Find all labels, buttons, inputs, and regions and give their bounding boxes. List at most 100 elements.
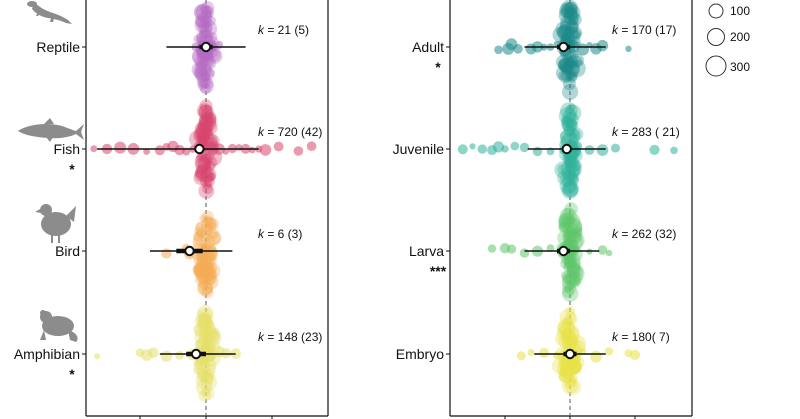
group-juvenile: Juvenile k = 283 ( 21) <box>393 102 680 199</box>
density-point <box>565 155 579 169</box>
density-point <box>564 256 577 269</box>
density-point <box>205 112 217 124</box>
density-point <box>207 230 222 245</box>
density-point <box>565 306 576 316</box>
density-point <box>563 124 576 137</box>
density-point <box>566 69 578 82</box>
density-point <box>204 363 216 375</box>
density-point <box>560 258 571 269</box>
category-label: Amphibian <box>14 346 80 362</box>
density-point <box>206 217 219 231</box>
density-point <box>564 157 581 174</box>
density-point <box>199 10 213 24</box>
legend-circle-300 <box>705 55 727 77</box>
density-point <box>200 29 214 43</box>
density-point <box>566 58 579 71</box>
density-point <box>202 215 213 225</box>
effect-size-point <box>293 146 304 156</box>
density-point <box>560 4 575 19</box>
density-point <box>562 231 576 245</box>
density-point <box>572 356 585 369</box>
effect-size-point <box>174 144 185 156</box>
density-point <box>194 328 212 346</box>
density-point <box>563 32 575 44</box>
k-label: k = 720 (42) <box>258 125 322 139</box>
density-point <box>560 366 573 378</box>
density-point <box>570 265 584 278</box>
density-point <box>201 164 213 175</box>
density-point <box>565 71 578 83</box>
density-point <box>200 151 212 163</box>
density-point <box>564 270 580 286</box>
density-point <box>564 312 578 326</box>
density-point <box>565 104 575 115</box>
density-point <box>206 172 215 181</box>
density-point <box>206 320 215 329</box>
density-point <box>568 275 581 288</box>
density-point <box>566 20 579 33</box>
density-point <box>571 29 582 40</box>
density-point <box>199 174 213 188</box>
density-point <box>196 254 212 270</box>
effect-size-point <box>596 39 609 52</box>
density-point <box>557 169 574 186</box>
group-adult: Adult * k = 170 (17) <box>412 0 676 100</box>
density-point <box>204 24 213 33</box>
density-point <box>554 161 572 179</box>
density-point <box>560 160 577 177</box>
density-point <box>564 119 574 129</box>
density-point <box>559 309 576 326</box>
density-point <box>560 128 576 145</box>
category-label: Reptile <box>36 39 80 55</box>
density-point <box>558 25 570 37</box>
density-point <box>567 161 582 177</box>
legend-circle-100 <box>708 3 724 19</box>
density-point <box>193 358 210 375</box>
density-point <box>561 318 573 330</box>
density-point <box>563 255 576 268</box>
effect-size-point <box>175 350 185 360</box>
density-point <box>565 233 584 251</box>
density-point <box>202 180 212 190</box>
density-point <box>572 363 582 374</box>
density-point <box>193 356 207 370</box>
density-point <box>201 5 215 19</box>
density-point <box>570 53 585 68</box>
density-point <box>205 160 216 171</box>
left-panel: Reptile k = 21 (5) Fish * k = 720 (42) Bird k … <box>14 0 329 419</box>
effect-size-point <box>273 141 284 152</box>
density-point <box>565 19 580 34</box>
density-point <box>561 335 573 348</box>
density-point <box>559 58 575 73</box>
density-point <box>198 78 209 89</box>
density-point <box>193 263 210 279</box>
density-point <box>201 283 213 295</box>
density-point <box>562 332 575 345</box>
density-point <box>565 163 581 179</box>
density-point <box>571 365 580 374</box>
density-point <box>203 9 212 18</box>
density-point <box>199 312 211 324</box>
effect-size-point <box>154 145 165 156</box>
density-point <box>571 27 583 39</box>
density-point <box>199 262 214 277</box>
density-point <box>199 19 218 38</box>
density-point <box>567 213 581 228</box>
density-point <box>199 5 209 15</box>
density-point <box>196 308 214 326</box>
density-point <box>567 120 579 132</box>
density-point <box>203 127 213 138</box>
effect-size-point <box>597 245 608 255</box>
density-point <box>199 29 208 38</box>
density-point <box>197 319 210 332</box>
density-point <box>558 374 567 383</box>
density-point <box>202 158 211 167</box>
density-point <box>200 257 210 268</box>
density-point <box>200 169 214 184</box>
density-point <box>195 220 211 237</box>
density-point <box>563 169 576 183</box>
category-label: Fish <box>54 141 80 157</box>
density-point <box>200 373 218 391</box>
point-estimate <box>194 143 205 155</box>
